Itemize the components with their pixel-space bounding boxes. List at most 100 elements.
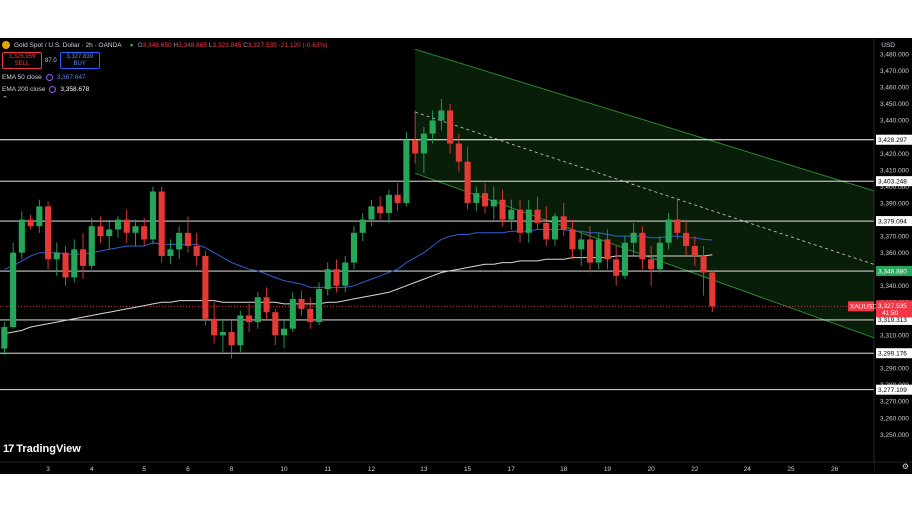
candle-body (595, 239, 602, 263)
candle-body (420, 133, 427, 154)
candle-body (141, 226, 148, 240)
spread-value: 87.0 (45, 57, 57, 64)
time-tick-label: 24 (744, 466, 752, 473)
candle (307, 297, 314, 329)
candle (359, 212, 366, 242)
candle (289, 292, 296, 333)
buy-button[interactable]: 3,327.839 BUY (59, 52, 100, 69)
symbol-badge (848, 301, 874, 312)
candle-body (394, 194, 401, 204)
candle-body (79, 249, 87, 266)
tv-logo-icon: 17 (3, 443, 14, 455)
candle (429, 110, 436, 144)
indicator-ema200[interactable]: EMA 200 close 3,358.678 (2, 85, 90, 93)
candle-body (586, 239, 594, 263)
candle-body (202, 255, 209, 319)
candle-body (613, 259, 620, 276)
candle (420, 127, 427, 174)
candle-body (490, 199, 497, 207)
level-badge (876, 134, 912, 145)
candle (490, 186, 497, 220)
candle-body (246, 315, 253, 323)
candle-body (630, 232, 637, 243)
chart-legend: Gold Spot / U.S. Dollar · 2h · OANDA ● O… (2, 40, 327, 104)
candle-body (298, 298, 305, 309)
currency-selector[interactable]: USD (881, 42, 895, 49)
candle-body (385, 194, 392, 213)
price-axis: 3,250.0003,260.0003,270.0003,280.0003,29… (848, 38, 912, 474)
candle-body (691, 246, 698, 256)
candle (97, 216, 104, 243)
gear-icon[interactable]: ⚙ (901, 462, 909, 471)
candle-body (648, 259, 655, 270)
candle-body (350, 232, 358, 263)
indicator-settings-icon[interactable] (45, 73, 53, 81)
candle (324, 262, 331, 296)
candle (569, 219, 576, 260)
candle (333, 259, 340, 293)
candle (263, 287, 270, 319)
candle-body (158, 191, 165, 256)
candle (674, 198, 681, 240)
candle-body (62, 252, 69, 278)
candle-body (551, 216, 559, 240)
candle-body (228, 332, 235, 346)
candle (621, 236, 628, 280)
symbol-title: Gold Spot / U.S. Dollar · 2h · OANDA (14, 41, 122, 49)
chart-frame[interactable]: 3,428.297 3,403.248 3,379.094 3,348.880 3,31… (0, 38, 912, 474)
candle (62, 246, 69, 286)
gold-symbol-icon (2, 41, 10, 49)
candle (36, 199, 43, 233)
level-badge-label: 3,428.297 (878, 137, 907, 144)
time-tick-label: 4 (90, 466, 94, 473)
candle-body (429, 120, 436, 134)
candle-body (674, 219, 681, 233)
indicator-ema50[interactable]: EMA 50 close 3,367.647 (2, 73, 86, 81)
candle-body (114, 219, 122, 230)
candle-body (516, 209, 524, 233)
candle-body (578, 239, 585, 250)
indicator-settings-icon[interactable] (49, 85, 57, 93)
time-tick-label: 20 (648, 466, 656, 473)
candle-body (272, 312, 279, 336)
price-tick-label: 3,480.000 (880, 52, 909, 59)
collapse-legend-icon[interactable]: ⌃ (2, 96, 8, 103)
candle-body (665, 219, 672, 243)
candle (45, 201, 52, 270)
candle-body (106, 229, 113, 237)
price-chart[interactable]: 3,428.297 3,403.248 3,379.094 3,348.880 3,31… (0, 38, 912, 474)
price-tick-label: 3,450.000 (880, 101, 909, 108)
candle (342, 255, 349, 293)
candle (272, 308, 279, 346)
time-tick-label: 10 (280, 466, 288, 473)
candle (525, 199, 532, 243)
candle (377, 196, 384, 220)
candle (516, 199, 524, 243)
price-tick-label: 3,290.000 (880, 366, 909, 373)
price-tick-label: 3,440.000 (880, 118, 909, 125)
level-badge (876, 176, 912, 187)
symbol-badge-label: XAUUSD (850, 304, 877, 311)
level-badge (876, 266, 912, 277)
candle-body (700, 255, 707, 273)
time-tick-label: 3 (46, 466, 50, 473)
candle (280, 318, 288, 349)
candle (499, 189, 506, 227)
candle (368, 199, 375, 227)
candle-body (45, 206, 52, 260)
sell-button[interactable]: 3,326.959 SELL (2, 52, 42, 69)
candle-body (263, 297, 270, 313)
candle-body (543, 222, 550, 240)
candle-body (71, 249, 78, 278)
candle (709, 270, 716, 313)
candle (114, 216, 122, 238)
candle (630, 222, 637, 256)
candle (508, 199, 515, 230)
time-axis-bg (0, 462, 874, 474)
candle (88, 217, 95, 270)
candle (158, 186, 165, 263)
candle (665, 212, 672, 250)
candle (543, 206, 550, 247)
candle (27, 214, 34, 230)
candle (167, 239, 174, 265)
